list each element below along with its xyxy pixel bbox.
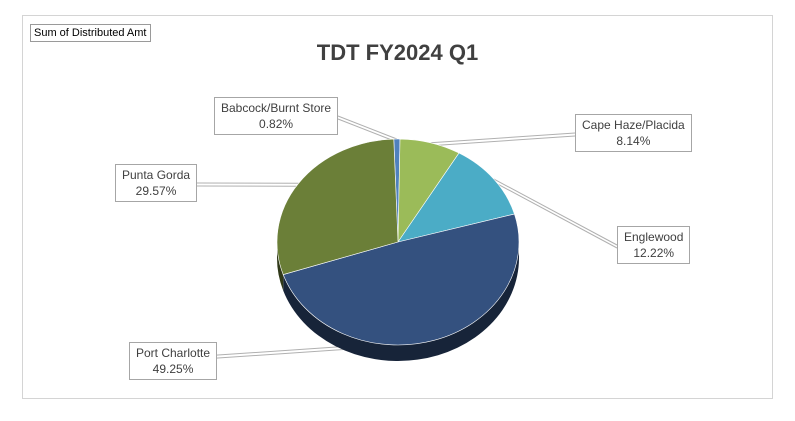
slice-value: 0.82% (259, 117, 294, 131)
callout-englewood: Englewood 12.22% (617, 226, 691, 264)
slice-label: Punta Gorda (122, 168, 191, 182)
slice-label: Cape Haze/Placida (582, 118, 685, 132)
leader-line (337, 115, 398, 140)
slice-value: 49.25% (152, 362, 194, 376)
slice-value: 8.14% (616, 134, 651, 148)
pivot-field-button[interactable]: Sum of Distributed Amt (30, 24, 151, 42)
leader-line (493, 181, 618, 249)
slice-englewood[interactable] (397, 152, 515, 243)
slice-side-port-charlotte (283, 242, 519, 362)
callout-port-charlotte: Port Charlotte 49.25% (129, 342, 218, 380)
slice-label: Port Charlotte (136, 346, 211, 360)
slice-label: Babcock/Burnt Store (221, 101, 332, 115)
slice-value: 12.22% (633, 246, 675, 260)
slice-port-charlotte[interactable] (282, 213, 520, 346)
slice-label: Englewood (624, 230, 684, 244)
callout-cape-haze-placida: Cape Haze/Placida 8.14% (575, 114, 692, 152)
chart-title: TDT FY2024 Q1 (316, 40, 479, 65)
leader-line (493, 178, 618, 246)
leader-line (337, 118, 398, 143)
slice-value: 29.57% (135, 184, 177, 198)
leader-line (430, 135, 576, 147)
pie-slices (276, 138, 520, 346)
leader-line (430, 132, 576, 144)
slice-punta-gorda[interactable] (276, 138, 399, 275)
callout-babcock-burnt-store: Babcock/Burnt Store 0.82% (214, 97, 339, 135)
callout-punta-gorda: Punta Gorda 29.57% (115, 164, 198, 202)
